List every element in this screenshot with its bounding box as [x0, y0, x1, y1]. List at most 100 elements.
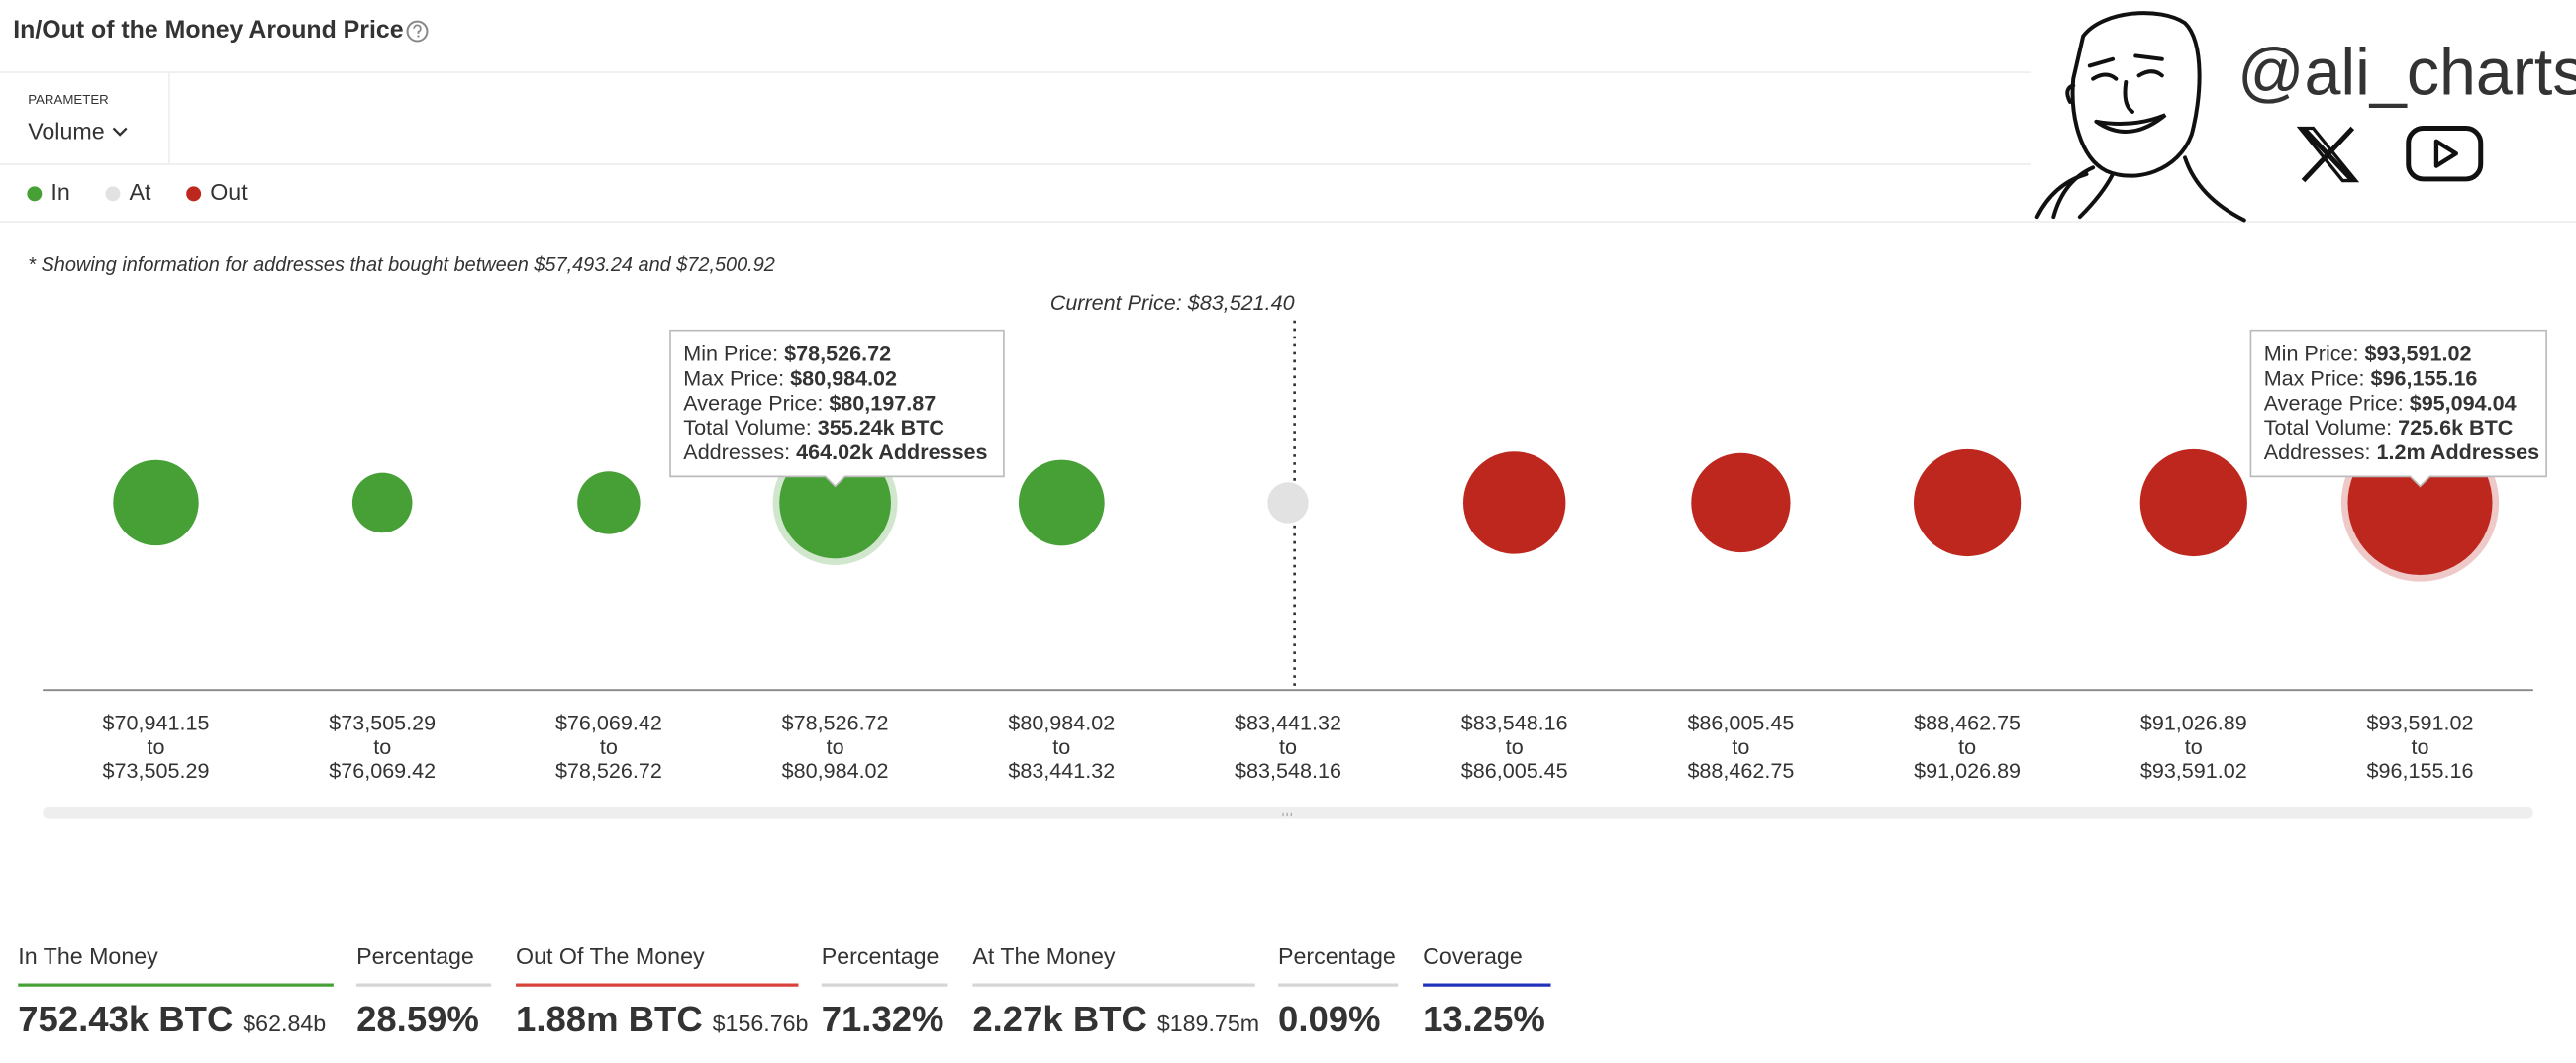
- bubble[interactable]: [1913, 448, 2022, 557]
- help-dot: [417, 35, 420, 38]
- stat: In The Money 752.43k BTC $62.84b: [18, 943, 334, 1039]
- x-tick-label: to: [2185, 734, 2203, 759]
- bubble[interactable]: [1018, 459, 1105, 546]
- watermark-handle: @ali_charts: [2237, 37, 2576, 110]
- x-tick-label: $93,591.02: [2367, 711, 2474, 735]
- x-tick-label: $78,526.72: [555, 758, 662, 783]
- stat-label: At The Money: [972, 943, 1115, 969]
- legend-dot: [27, 186, 43, 202]
- tooltip-box: [669, 329, 1005, 488]
- face-drawing: [2034, 11, 2246, 223]
- tooltip-value: $95,094.04: [2410, 390, 2517, 415]
- bubble[interactable]: [577, 471, 641, 534]
- x-tick-label: to: [373, 734, 391, 759]
- bubble[interactable]: [2139, 448, 2247, 557]
- tooltip-label: Average Price:: [2264, 390, 2404, 415]
- stat-label: Percentage: [822, 943, 940, 969]
- youtube-icon: [2406, 125, 2484, 182]
- parameter-label: PARAMETER: [28, 92, 109, 107]
- x-tick-label: $76,069.42: [329, 758, 436, 783]
- bubble[interactable]: [1267, 482, 1309, 524]
- stat-sub: $189.75m: [1157, 1011, 1259, 1036]
- legend-item[interactable]: At: [105, 179, 151, 205]
- bubble[interactable]: [113, 459, 199, 546]
- tooltip-value: $80,984.02: [790, 365, 897, 390]
- tooltip-row: Min Price: $93,591.02: [2264, 340, 2472, 365]
- stat-value: 2.27k BTC: [972, 999, 1146, 1039]
- tooltip-label: Max Price:: [683, 365, 784, 390]
- stat-sub: $62.84b: [243, 1011, 326, 1036]
- panel-title: In/Out of the Money Around Price: [13, 16, 403, 44]
- legend: In At Out: [27, 179, 248, 205]
- parameter-dropdown[interactable]: Volume: [28, 119, 128, 145]
- x-tick-label: $83,441.32: [1235, 711, 1341, 735]
- x-tick-label: to: [1279, 734, 1297, 759]
- legend-item[interactable]: In: [27, 179, 70, 205]
- tooltip-row: Min Price: $78,526.72: [683, 340, 891, 365]
- stat: Percentage 71.32%: [822, 943, 948, 1039]
- x-tick-label: to: [1958, 734, 1976, 759]
- x-tick-label: $73,505.29: [329, 711, 436, 735]
- tooltip-label: Total Volume:: [2264, 415, 2392, 439]
- x-tick-label: $83,441.32: [1008, 758, 1115, 783]
- tooltip-value: 355.24k BTC: [818, 415, 944, 439]
- x-tick-label: $91,026.89: [2140, 711, 2247, 735]
- stat-label: Percentage: [356, 943, 474, 969]
- legend-dot: [186, 186, 202, 202]
- stat: At The Money 2.27k BTC $189.75m: [972, 943, 1259, 1039]
- bubble[interactable]: [1691, 452, 1791, 553]
- legend-label: In: [50, 179, 69, 205]
- bubble[interactable]: [351, 472, 413, 533]
- stat-value: 1.88m BTC: [516, 999, 703, 1039]
- x-tick-label: $83,548.16: [1461, 711, 1568, 735]
- watermark-bg: [2031, 0, 2576, 221]
- tooltip-label: Average Price:: [683, 390, 823, 415]
- tooltip-value: $96,155.16: [2371, 365, 2478, 390]
- parameter-value: Volume: [28, 119, 104, 145]
- tooltip-row: Addresses: 1.2m Addresses: [2264, 439, 2539, 464]
- legend-label: At: [130, 179, 151, 205]
- tooltip-label: Total Volume:: [683, 415, 811, 439]
- x-tick-label: to: [1732, 734, 1749, 759]
- legend-item[interactable]: Out: [186, 179, 248, 205]
- stats: In The Money 752.43k BTC $62.84b Percentage…: [18, 943, 1551, 1039]
- x-tick-label: $80,984.02: [1008, 711, 1115, 735]
- tooltip-row: Total Volume: 725.6k BTC: [2264, 415, 2514, 439]
- tooltip-row: Average Price: $80,197.87: [683, 390, 936, 415]
- x-tick-label: $93,591.02: [2140, 758, 2247, 783]
- stat-label: In The Money: [18, 943, 158, 969]
- tooltip-value: 464.02k Addresses: [796, 439, 987, 464]
- x-tick-label: $86,005.45: [1461, 758, 1568, 783]
- legend-label: Out: [210, 179, 248, 205]
- x-tick-label: $80,984.02: [782, 758, 889, 783]
- scrollbar[interactable]: [43, 807, 2533, 819]
- tooltip-label: Max Price:: [2264, 365, 2365, 390]
- x-tick-label: $96,155.16: [2367, 758, 2474, 783]
- help-icon[interactable]: [406, 20, 429, 43]
- tooltip-row: Addresses: 464.02k Addresses: [683, 439, 987, 464]
- stat: Percentage 0.09%: [1278, 943, 1399, 1039]
- tooltip-label: Addresses:: [2264, 439, 2371, 464]
- x-tick-label: $86,005.45: [1687, 711, 1794, 735]
- tooltip-row: Average Price: $95,094.04: [2264, 390, 2517, 415]
- x-tick-label: to: [827, 734, 844, 759]
- stat: Percentage 28.59%: [356, 943, 492, 1039]
- dropdown-chevron: [112, 127, 128, 137]
- tooltip-value: $93,591.02: [2365, 340, 2472, 365]
- stat-label: Out Of The Money: [516, 943, 705, 969]
- x-tick-label: to: [1052, 734, 1070, 759]
- x-tick-label: to: [600, 734, 618, 759]
- bubble[interactable]: [1462, 451, 1566, 554]
- current-price-label: Current Price: $83,521.40: [1050, 290, 1295, 315]
- tooltip-row: Max Price: $96,155.16: [2264, 365, 2478, 390]
- tooltip-box: [2249, 329, 2547, 488]
- tooltip-label: Addresses:: [683, 439, 790, 464]
- tooltip-row: Max Price: $80,984.02: [683, 365, 897, 390]
- watermark: @ali_charts: [2031, 0, 2576, 223]
- scrollbar-grip: [1282, 812, 1292, 817]
- x-tick-label: $88,462.75: [1914, 711, 2021, 735]
